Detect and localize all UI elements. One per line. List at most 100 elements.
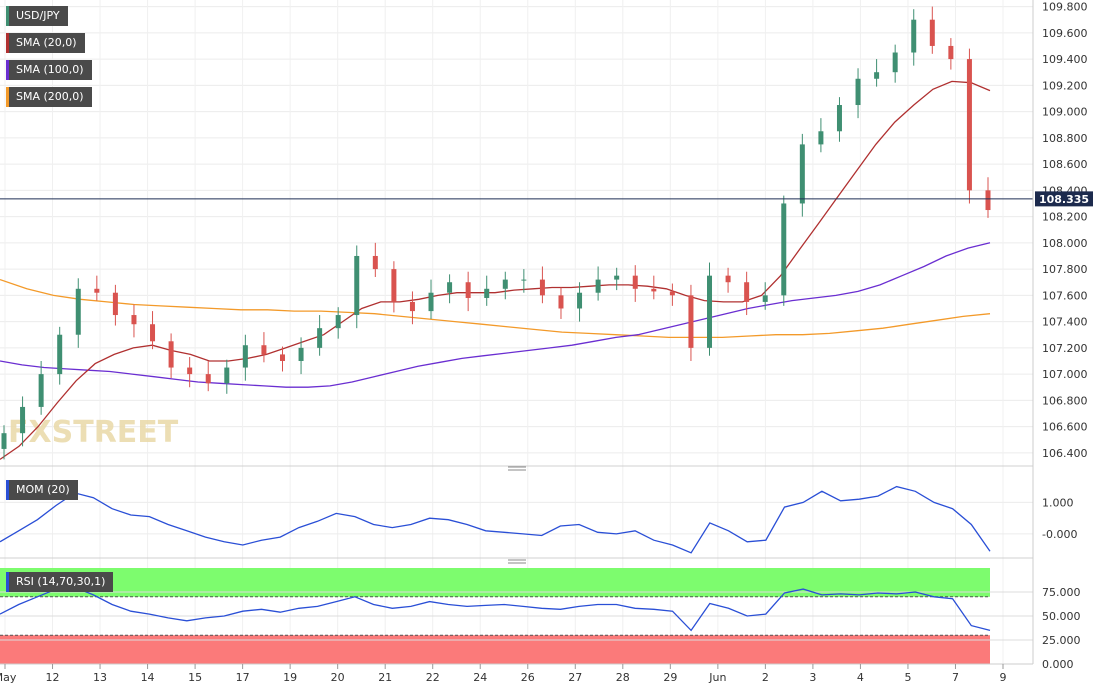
legend-sma100-label: SMA (100,0) bbox=[16, 63, 84, 76]
candle bbox=[707, 262, 713, 356]
legend-momentum[interactable]: MOM (20) bbox=[6, 480, 78, 500]
date-tick-label: 14 bbox=[141, 671, 155, 684]
rsi-line bbox=[0, 586, 991, 632]
momentum-grid bbox=[0, 501, 1033, 535]
candle bbox=[966, 48, 972, 204]
candle bbox=[929, 6, 935, 54]
price-tick-label: 108.600 bbox=[1042, 158, 1088, 171]
pane-resize-handle[interactable] bbox=[508, 466, 526, 471]
candle bbox=[614, 267, 620, 291]
legend-sma100[interactable]: SMA (100,0) bbox=[6, 60, 92, 80]
date-axis: May 12 13 14 15 17 19 20 21 22 24 26 27 28 29 Jun 2 3 4 5 7 9 bbox=[0, 664, 1007, 684]
price-tick-label: 109.000 bbox=[1042, 106, 1088, 119]
price-tick-label: 107.200 bbox=[1042, 342, 1088, 355]
price-tick-label: 106.600 bbox=[1042, 421, 1088, 434]
price-grid bbox=[0, 0, 1033, 664]
momentum-axis: -0.000 1.000 bbox=[1042, 496, 1077, 541]
candle bbox=[762, 282, 768, 310]
candle bbox=[744, 271, 750, 316]
candle bbox=[298, 337, 304, 375]
candle bbox=[391, 261, 397, 313]
legend-rsi[interactable]: RSI (14,70,30,1) bbox=[6, 572, 114, 592]
candle bbox=[539, 266, 545, 304]
candle bbox=[985, 177, 991, 218]
date-tick-label: 15 bbox=[188, 671, 202, 684]
candle bbox=[447, 274, 453, 304]
date-tick-label: May bbox=[0, 671, 17, 684]
candle bbox=[279, 346, 285, 372]
price-tick-label: 108.800 bbox=[1042, 132, 1088, 145]
candle bbox=[521, 269, 527, 293]
price-tick-label: 106.400 bbox=[1042, 447, 1088, 460]
candle bbox=[688, 284, 694, 361]
price-tick-label: 109.400 bbox=[1042, 53, 1088, 66]
candle bbox=[205, 360, 211, 392]
sma100-line bbox=[0, 242, 991, 388]
candle bbox=[187, 357, 193, 388]
pane-resize-handle[interactable] bbox=[508, 559, 526, 564]
candle bbox=[242, 334, 248, 381]
candle bbox=[836, 97, 842, 142]
price-tick-label: 108.200 bbox=[1042, 211, 1088, 224]
current-price-badge bbox=[1035, 191, 1093, 207]
candle bbox=[335, 307, 341, 339]
legend-sma20[interactable]: SMA (20,0) bbox=[6, 33, 85, 53]
date-tick-label: 27 bbox=[568, 671, 582, 684]
legend-symbol[interactable]: USD/JPY bbox=[6, 6, 68, 26]
candle bbox=[112, 284, 118, 326]
candle bbox=[781, 195, 787, 306]
date-tick-label: 24 bbox=[473, 671, 487, 684]
rsi-tick-label: 0.000 bbox=[1042, 658, 1074, 671]
candle bbox=[168, 333, 174, 379]
candle bbox=[484, 275, 490, 306]
price-axis: 106.400 106.600 106.800 107.000 107.200 107.4… bbox=[1042, 1, 1088, 460]
legend-symbol-label: USD/JPY bbox=[16, 9, 60, 22]
legend-sma20-label: SMA (20,0) bbox=[16, 36, 77, 49]
date-tick-label: 22 bbox=[426, 671, 440, 684]
date-tick-label: 19 bbox=[283, 671, 297, 684]
date-tick-label: Jun bbox=[708, 671, 726, 684]
candle bbox=[651, 275, 657, 300]
sma20-line bbox=[0, 80, 991, 460]
candle bbox=[465, 271, 471, 312]
candle bbox=[818, 118, 824, 153]
price-tick-label: 107.400 bbox=[1042, 316, 1088, 329]
candle bbox=[595, 266, 601, 301]
candle bbox=[725, 267, 731, 293]
date-tick-label: 17 bbox=[236, 671, 250, 684]
candle bbox=[577, 282, 583, 322]
candle bbox=[131, 304, 137, 338]
date-tick-label: 12 bbox=[46, 671, 60, 684]
candle bbox=[409, 291, 415, 325]
price-tick-label: 106.800 bbox=[1042, 394, 1088, 407]
candle bbox=[1, 425, 7, 460]
candle bbox=[502, 271, 508, 300]
rsi-tick-label: 75.000 bbox=[1042, 586, 1081, 599]
date-tick-label: 13 bbox=[93, 671, 107, 684]
candle bbox=[57, 326, 63, 385]
candle bbox=[892, 44, 898, 83]
candle bbox=[372, 242, 378, 277]
candle bbox=[558, 287, 564, 319]
candle bbox=[20, 396, 26, 447]
candlestick-series bbox=[1, 6, 991, 460]
candle bbox=[799, 133, 805, 217]
candle bbox=[261, 332, 267, 363]
price-tick-label: 107.600 bbox=[1042, 289, 1088, 302]
current-price-value: 108.335 bbox=[1039, 193, 1089, 206]
momentum-line bbox=[0, 485, 991, 554]
candle bbox=[150, 311, 156, 350]
date-tick-label: 21 bbox=[378, 671, 392, 684]
date-tick-label: 29 bbox=[663, 671, 677, 684]
price-tick-label: 107.800 bbox=[1042, 263, 1088, 276]
candle bbox=[874, 59, 880, 87]
price-tick-label: 107.000 bbox=[1042, 368, 1088, 381]
legend-sma200[interactable]: SMA (200,0) bbox=[6, 87, 92, 107]
date-tick-label: 7 bbox=[952, 671, 959, 684]
price-tick-label: 108.000 bbox=[1042, 237, 1088, 250]
fxstreet-watermark: FXSTREET bbox=[8, 415, 179, 450]
date-tick-label: 28 bbox=[616, 671, 630, 684]
candle bbox=[317, 315, 323, 356]
